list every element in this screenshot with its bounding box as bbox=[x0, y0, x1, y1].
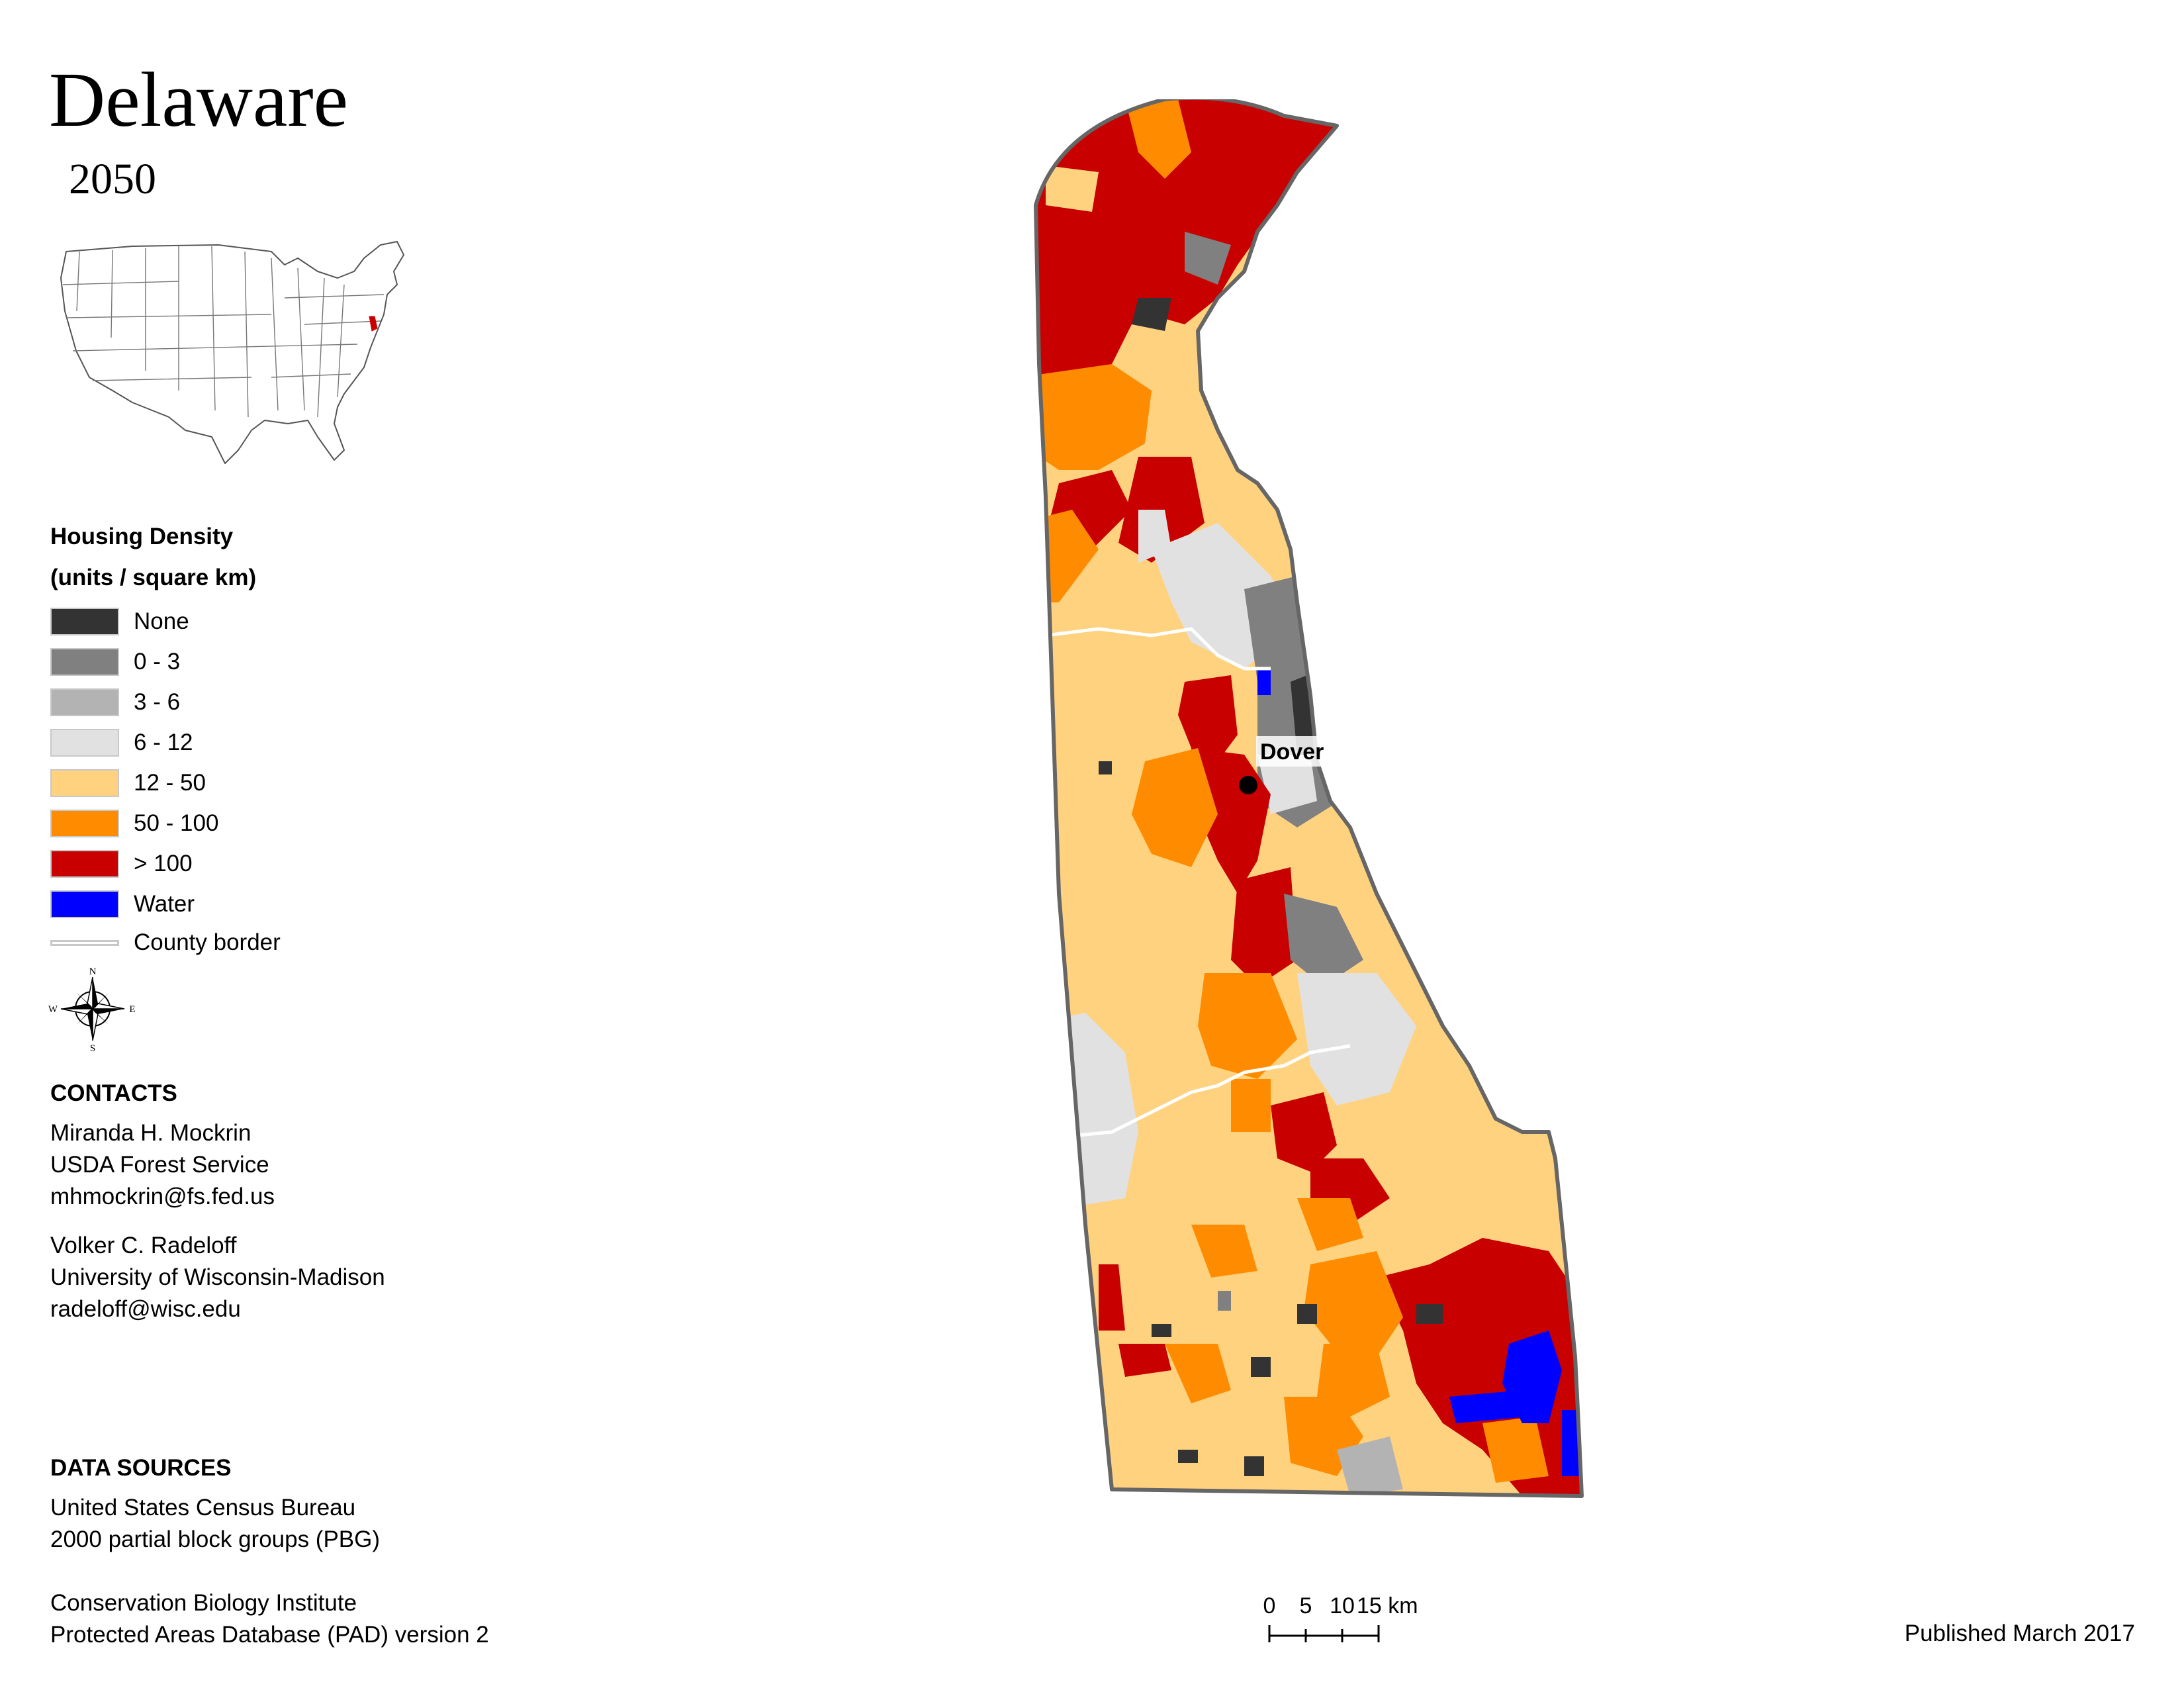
legend-label: None bbox=[134, 608, 189, 634]
delaware-housing-density-map: Dover bbox=[1034, 99, 1584, 1498]
legend-item-county-border: County border bbox=[50, 924, 281, 961]
contact-org: University of Wisconsin-Madison bbox=[50, 1264, 385, 1290]
legend-title-line2: (units / square km) bbox=[50, 565, 257, 590]
legend-swatch bbox=[50, 728, 119, 757]
contact-email[interactable]: radeloff@wisc.edu bbox=[50, 1296, 241, 1322]
data-sources-heading: DATA SOURCES bbox=[50, 1455, 232, 1481]
legend-swatch bbox=[50, 688, 119, 716]
compass-e: E bbox=[129, 1004, 135, 1015]
contact-person-1: Miranda H. Mockrin USDA Forest Service m… bbox=[50, 1117, 275, 1213]
legend-swatch bbox=[50, 647, 119, 676]
contact-name: Volker C. Radeloff bbox=[50, 1233, 237, 1258]
us-locator-map bbox=[60, 241, 404, 464]
county-border-swatch bbox=[50, 939, 119, 946]
scale-tick-label: 10 bbox=[1330, 1593, 1355, 1618]
legend-item: 6 - 12 bbox=[50, 722, 281, 763]
map-subtitle: 2050 bbox=[69, 155, 156, 203]
legend-label: 50 - 100 bbox=[134, 810, 219, 836]
legend-swatch bbox=[50, 890, 119, 918]
legend-item: Water bbox=[50, 884, 281, 924]
legend-swatch bbox=[50, 769, 119, 797]
data-source-line: Protected Areas Database (PAD) version 2 bbox=[50, 1622, 489, 1648]
legend-swatch bbox=[50, 607, 119, 635]
scale-tick-label: 0 bbox=[1263, 1593, 1276, 1618]
data-source-line: United States Census Bureau bbox=[50, 1495, 356, 1521]
legend-label: Water bbox=[134, 890, 195, 917]
legend-item: 50 - 100 bbox=[50, 803, 281, 843]
city-label-dover: Dover bbox=[1260, 739, 1324, 765]
legend-item: 12 - 50 bbox=[50, 763, 281, 803]
legend-title-line1: Housing Density bbox=[50, 524, 234, 549]
legend-label: County border bbox=[134, 929, 281, 955]
legend-label: 3 - 6 bbox=[134, 688, 181, 715]
contact-name: Miranda H. Mockrin bbox=[50, 1120, 251, 1146]
data-source-line: 2000 partial block groups (PBG) bbox=[50, 1526, 381, 1552]
legend-label: > 100 bbox=[134, 850, 193, 876]
scale-bar: 0 5 10 15 km bbox=[1263, 1593, 1418, 1642]
data-source-2: Conservation Biology Institute Protected… bbox=[50, 1587, 489, 1651]
legend-item: 0 - 3 bbox=[50, 641, 281, 682]
compass-rose-icon: N S W E bbox=[48, 966, 136, 1053]
legend-title: Housing Density (units / square km) bbox=[50, 516, 256, 598]
legend-label: 6 - 12 bbox=[134, 729, 193, 755]
contacts-heading: CONTACTS bbox=[50, 1080, 177, 1106]
contact-person-2: Volker C. Radeloff University of Wiscons… bbox=[50, 1230, 385, 1325]
legend: None 0 - 3 3 - 6 6 - 12 12 - 50 50 - 100… bbox=[50, 601, 281, 961]
compass-w: W bbox=[48, 1004, 58, 1015]
legend-item: > 100 bbox=[50, 843, 281, 884]
legend-item: None bbox=[50, 601, 281, 641]
legend-label: 12 - 50 bbox=[134, 769, 206, 796]
map-title: Delaware bbox=[49, 56, 349, 143]
compass-s: S bbox=[90, 1043, 95, 1053]
dover-city-marker bbox=[1239, 776, 1257, 794]
data-source-1: United States Census Bureau 2000 partial… bbox=[50, 1492, 380, 1556]
data-source-line: Conservation Biology Institute bbox=[50, 1590, 357, 1616]
compass-n: N bbox=[89, 966, 97, 977]
legend-swatch bbox=[50, 849, 119, 878]
contact-email[interactable]: mhmockrin@fs.fed.us bbox=[50, 1184, 275, 1209]
legend-item: 3 - 6 bbox=[50, 682, 281, 722]
published-date: Published March 2017 bbox=[1904, 1620, 2135, 1646]
legend-label: 0 - 3 bbox=[134, 648, 181, 675]
scale-tick-label: 15 km bbox=[1357, 1593, 1418, 1618]
contact-org: USDA Forest Service bbox=[50, 1152, 269, 1178]
legend-swatch bbox=[50, 809, 119, 837]
scale-tick-label: 5 bbox=[1300, 1593, 1312, 1618]
